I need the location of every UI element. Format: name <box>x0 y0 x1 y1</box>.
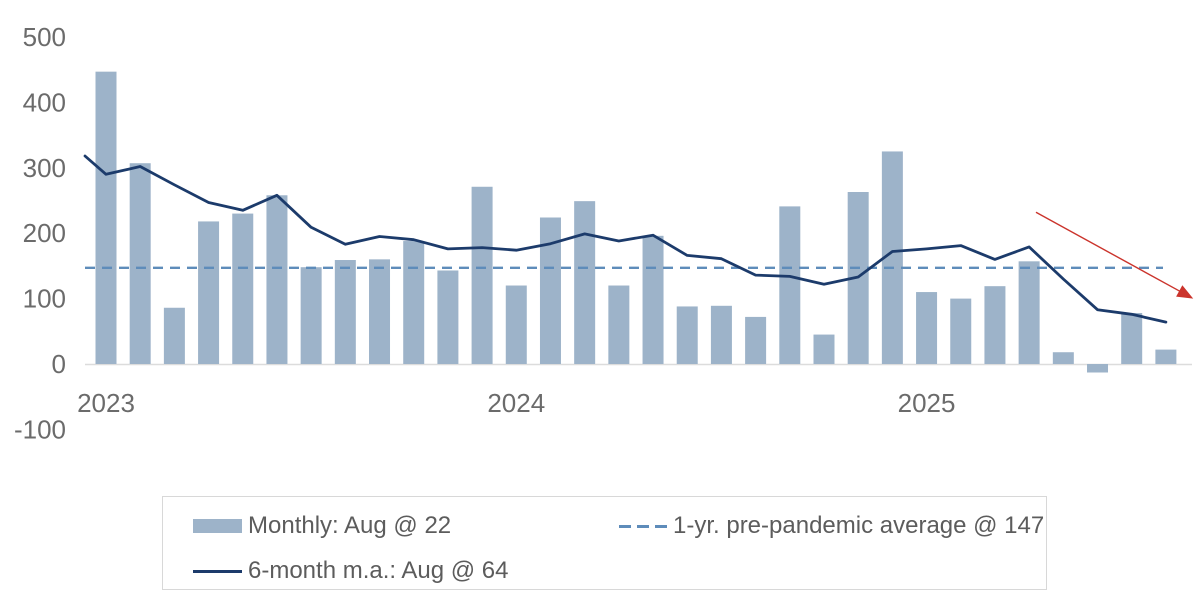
y-axis-tick-label: 500 <box>23 22 66 52</box>
monthly-bar <box>539 217 561 364</box>
combo-chart: 500 400 300 200 100 0 -100 2023 2024 2025 <box>14 22 1194 444</box>
y-axis-tick-label: 0 <box>52 349 66 379</box>
monthly-bar <box>1052 352 1074 364</box>
monthly-bar <box>198 221 220 364</box>
monthly-bar <box>608 285 630 364</box>
y-axis-tick-label: -100 <box>14 414 66 444</box>
monthly-bar <box>129 163 151 364</box>
bar-swatch-icon <box>193 519 242 533</box>
legend-item-monthly: Monthly: Aug @ 22 <box>193 512 452 539</box>
monthly-bar <box>1121 312 1143 364</box>
x-axis-year-label: 2024 <box>487 388 545 418</box>
monthly-bar <box>676 306 698 364</box>
monthly-bar <box>1018 261 1040 364</box>
monthly-bar <box>232 213 254 364</box>
monthly-bar <box>403 241 425 364</box>
legend-item-moving-average: 6-month m.a.: Aug @ 64 <box>193 557 509 584</box>
monthly-bar <box>95 71 117 365</box>
monthly-bar <box>266 195 288 364</box>
x-axis-year-label: 2023 <box>77 388 135 418</box>
monthly-bar <box>881 151 903 364</box>
monthly-bar <box>334 260 356 364</box>
trend-arrow-head <box>1176 285 1194 299</box>
monthly-bar <box>369 259 391 364</box>
monthly-bar <box>505 285 527 364</box>
monthly-bar <box>1155 349 1177 364</box>
monthly-bar <box>1087 364 1109 373</box>
monthly-bar <box>163 307 185 364</box>
monthly-bar <box>779 206 801 364</box>
monthly-bar <box>984 286 1006 364</box>
ma-line <box>83 154 1168 324</box>
legend-item-ref-average: 1-yr. pre-pandemic average @ 147 <box>619 512 1045 539</box>
monthly-bar <box>710 305 732 364</box>
y-axis-tick-label: 300 <box>23 153 66 183</box>
legend-ref-label: 1-yr. pre-pandemic average @ 147 <box>673 512 1045 539</box>
monthly-bar <box>916 292 938 364</box>
trend-arrow-line <box>1035 211 1183 294</box>
monthly-bar <box>745 316 767 364</box>
monthly-bar <box>300 267 322 364</box>
x-axis-year-label: 2025 <box>898 388 956 418</box>
y-axis-tick-label: 100 <box>23 284 66 314</box>
monthly-bar <box>642 235 664 364</box>
legend-ma-label: 6-month m.a.: Aug @ 64 <box>248 557 509 584</box>
line-swatch-icon <box>193 569 242 573</box>
monthly-bar <box>574 201 596 364</box>
dashed-line-swatch-icon <box>619 524 667 528</box>
y-axis-tick-label: 200 <box>23 218 66 248</box>
legend-monthly-label: Monthly: Aug @ 22 <box>248 512 452 539</box>
monthly-bar <box>950 298 972 364</box>
monthly-bar <box>813 334 835 364</box>
legend-box: Monthly: Aug @ 22 1-yr. pre-pandemic ave… <box>162 496 1047 590</box>
y-axis-tick-label: 400 <box>23 87 66 117</box>
monthly-bar <box>471 186 493 364</box>
monthly-bar <box>437 270 459 364</box>
